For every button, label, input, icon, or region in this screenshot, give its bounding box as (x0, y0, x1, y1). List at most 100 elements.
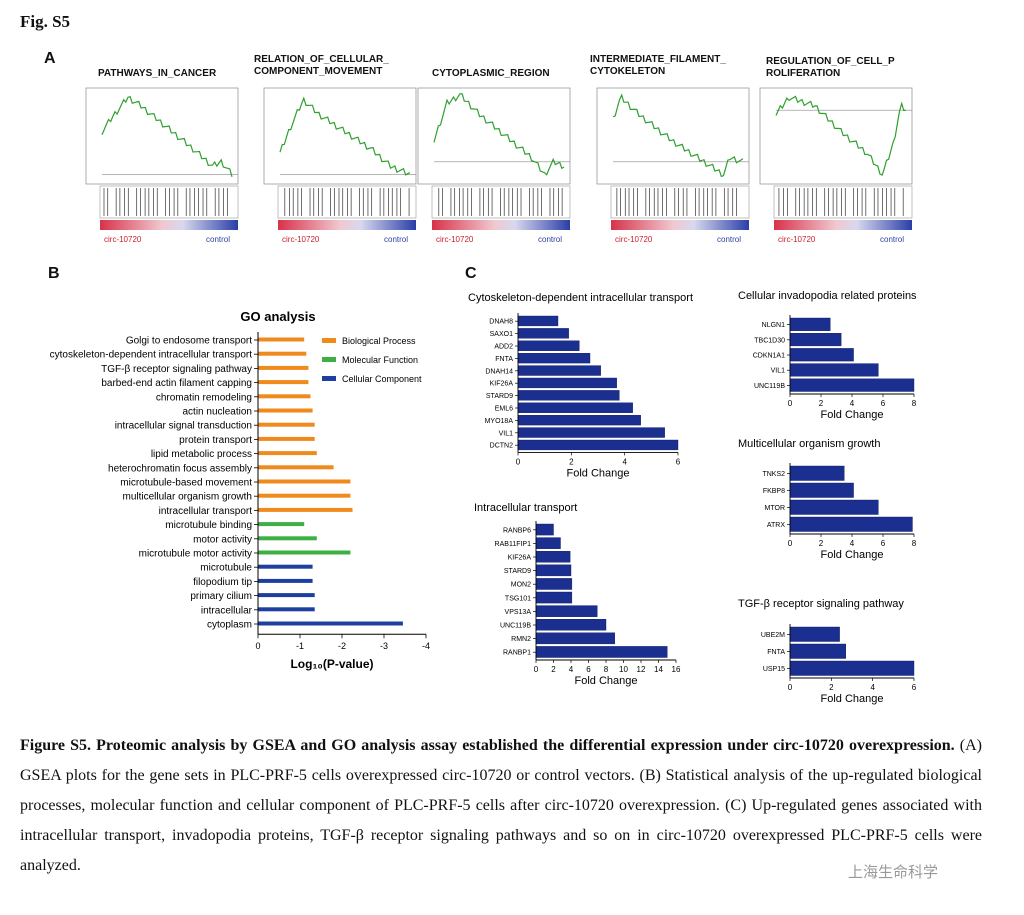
fc-bar-4 (535, 632, 615, 645)
fc-category-label-5: USP15 (763, 666, 785, 673)
fc-bar-1 (517, 377, 617, 389)
caption-text: (A) GSEA plots for the gene sets in PLC-… (20, 737, 982, 874)
go-bar (258, 578, 313, 583)
gsea-curve-5 (775, 95, 907, 176)
gsea-title-2: RELATION_OF_CELLULAR_ COMPONENT_MOVEMENT (254, 54, 389, 77)
go-category-label: heterochromatin focus assembly (108, 463, 252, 474)
gsea-label-right-2: control (384, 235, 408, 244)
fc-category-label-4: STARD9 (504, 568, 531, 575)
gsea-label-right-1: control (206, 235, 230, 244)
go-bar (258, 365, 309, 370)
fc-bar-3 (789, 465, 845, 481)
go-legend-label: Biological Process (342, 336, 416, 346)
fc-x-tick-label-4: 4 (569, 665, 574, 674)
gsea-hits-frame-2 (277, 185, 417, 219)
gsea-plots: circ-10720 control circ-10720 control circ-1… (85, 87, 913, 244)
fc-x-tick-label-4: 6 (586, 665, 591, 674)
panel-letter-c: C (465, 265, 477, 282)
fc-x-tick-label-3: 8 (912, 539, 917, 548)
fc-bar-4 (535, 619, 607, 631)
gsea-rank-gradient-1 (100, 220, 238, 230)
fc-category-label-2: VIL1 (771, 368, 786, 375)
fc-bar-4 (535, 537, 561, 549)
fc-category-label-1: DNAH14 (485, 368, 513, 375)
go-category-label: protein transport (179, 435, 252, 446)
watermark: 上海生命科学 (848, 864, 939, 881)
fc-category-label-4: RANBP1 (503, 650, 531, 657)
fc-category-label-3: ATRX (767, 522, 785, 529)
fc-x-tick-label-3: 0 (788, 539, 793, 548)
gsea-frame-3 (417, 87, 571, 185)
go-legend-swatch (322, 338, 336, 343)
fc-x-tick-label-4: 10 (619, 665, 628, 674)
fc-category-label-4: UNC119B (500, 623, 531, 630)
gsea-label-left-5: circ-10720 (778, 235, 816, 244)
fc-x-tick-label-4: 8 (604, 665, 609, 674)
fc-x-tick-label-1: 4 (622, 457, 627, 466)
go-category-label: motor activity (193, 534, 252, 545)
go-bar (258, 621, 403, 626)
fc-x-tick-label-5: 2 (829, 683, 834, 692)
fc-bar-2 (789, 363, 879, 377)
go-bar (258, 507, 353, 512)
go-xlabel: Log₁₀(P-value) (290, 657, 373, 671)
fc-bar-2 (789, 317, 831, 331)
fc-bar-2 (789, 333, 842, 347)
fc-title-3: Multicellular organism growth (738, 438, 880, 450)
fc-x-tick-label-1: 2 (569, 457, 574, 466)
gsea-hits-frame-1 (99, 185, 239, 219)
go-category-label: TGF-β receptor signaling pathway (101, 364, 252, 375)
go-x-tick-label: 0 (255, 641, 260, 651)
fc-bar-4 (535, 591, 573, 604)
fc-bar-1 (517, 352, 591, 364)
fc-x-tick-label-3: 6 (881, 539, 886, 548)
go-category-label: intracellular (201, 605, 253, 616)
gsea-label-left-4: circ-10720 (615, 235, 653, 244)
fc-x-tick-label-2: 2 (819, 399, 824, 408)
caption-bold: Figure S5. Proteomic analysis by GSEA an… (20, 737, 955, 754)
gsea-frame-5 (759, 87, 913, 185)
fc-category-label-5: UBE2M (761, 632, 785, 639)
go-category-label: lipid metabolic process (151, 449, 252, 460)
go-legend-label: Molecular Function (342, 355, 418, 365)
go-bar (258, 394, 311, 399)
fc-category-label-1: DNAH8 (489, 319, 513, 326)
gsea-rank-gradient-2 (278, 220, 416, 230)
go-bar (258, 351, 307, 356)
fc-bar-4 (535, 551, 571, 563)
fc-x-tick-label-4: 16 (672, 665, 681, 674)
fc-bar-4 (535, 578, 573, 590)
fc-x-tick-label-5: 6 (912, 683, 917, 692)
go-bar (258, 493, 351, 498)
fc-title-1: Cytoskeleton-dependent intracellular tra… (468, 292, 693, 304)
fc-category-label-5: FNTA (767, 649, 785, 656)
fold-change-charts: Cytoskeleton-dependent intracellular tra… (468, 290, 917, 705)
go-bar (258, 550, 351, 555)
panel-letter-a: A (44, 50, 56, 67)
fc-x-tick-label-5: 0 (788, 683, 793, 692)
fc-bar-5 (789, 643, 846, 659)
fc-x-tick-label-2: 4 (850, 399, 855, 408)
go-category-label: intracellular transport (159, 506, 253, 517)
fc-bar-3 (789, 499, 879, 515)
fc-category-label-1: VIL1 (499, 430, 514, 437)
fc-category-label-1: FNTA (495, 356, 513, 363)
fc-bar-4 (535, 523, 554, 536)
gsea-rank-gradient-4 (611, 220, 749, 230)
fc-category-label-2: CDKN1A1 (753, 353, 785, 360)
go-bar (258, 607, 315, 612)
fc-category-label-4: VPS13A (505, 609, 532, 616)
go-category-label: primary cilium (190, 591, 252, 602)
fc-bar-2 (789, 348, 854, 362)
fc-bar-1 (517, 390, 620, 401)
fc-category-label-3: FKBP8 (763, 488, 785, 495)
gsea-frame-4 (596, 87, 750, 185)
fc-x-tick-label-5: 4 (870, 683, 875, 692)
go-title: GO analysis (240, 309, 315, 324)
fc-x-tick-label-1: 6 (676, 457, 681, 466)
go-category-label: actin nucleation (183, 407, 253, 418)
gsea-rank-gradient-3 (432, 220, 570, 230)
fc-bar-4 (535, 564, 572, 577)
gsea-hits-frame-5 (773, 185, 913, 219)
go-bar (258, 451, 317, 456)
